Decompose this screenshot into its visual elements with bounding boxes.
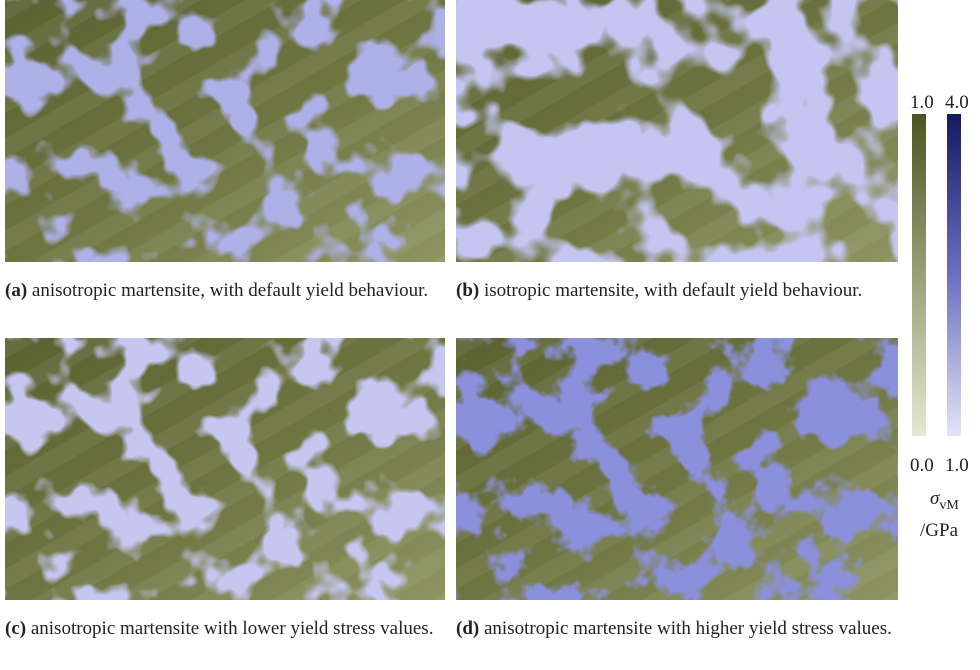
stress-regions [5,338,445,600]
caption-label: (d) [456,618,479,639]
caption-label: (b) [456,280,479,301]
caption-text: isotropic martensite, with default yield… [484,280,862,301]
caption: (d) anisotropic martensite with higher y… [456,616,901,641]
micrograph [456,338,898,600]
stress-regions [456,338,898,600]
caption: (b) isotropic martensite, with default y… [456,278,901,303]
colorbar-blue [947,114,961,436]
caption-label: (a) [5,280,27,301]
micrograph [456,0,898,262]
caption-label: (c) [5,618,26,639]
stress-regions [5,0,445,262]
micrograph [5,338,445,600]
colorbar-symbol: σvM [930,488,959,514]
micrograph [5,0,445,262]
symbol: σ [930,488,939,509]
colorbars [900,110,980,440]
colorbar-olive [912,114,926,436]
colorbar-left-min: 0.0 [910,455,934,477]
subscript: vM [939,498,958,513]
page: (a) anisotropic martensite, with default… [0,0,980,670]
caption-text: anisotropic martensite with lower yield … [31,618,434,639]
stress-regions [456,0,898,262]
caption: (a) anisotropic martensite, with default… [5,278,450,303]
colorbar-right-min: 1.0 [945,455,969,477]
colorbar-unit: /GPa [920,520,958,542]
caption-text: anisotropic martensite with higher yield… [484,618,892,639]
caption: (c) anisotropic martensite with lower yi… [5,616,450,641]
caption-text: anisotropic martensite, with default yie… [32,280,428,301]
